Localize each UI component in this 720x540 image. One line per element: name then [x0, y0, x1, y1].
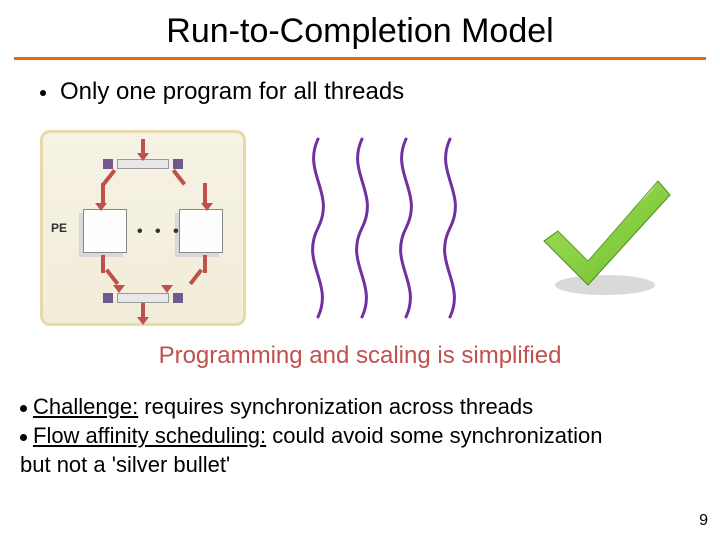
- thread-wave-icon: [401, 139, 412, 317]
- pe-label: PE: [51, 221, 67, 235]
- body-block: Challenge: requires synchronization acro…: [20, 392, 700, 479]
- checkmark-icon: [530, 153, 680, 303]
- pe-bottom-sq-right: [173, 293, 183, 303]
- thread-wave-icon: [357, 139, 368, 317]
- pe-bottom-sq-left: [103, 293, 113, 303]
- arrow-head-icon: [201, 203, 213, 211]
- threads-icon: [278, 133, 498, 323]
- arrow-head-icon: [137, 153, 149, 161]
- main-bullet: Only one program for all threads: [40, 78, 720, 106]
- arrow-head-icon: [161, 285, 173, 293]
- thread-wave-icon: [313, 139, 324, 317]
- body-line-2: Flow affinity scheduling: could avoid so…: [20, 421, 700, 450]
- arrow-line: [105, 269, 119, 286]
- arrow-line: [189, 269, 203, 286]
- pe-diagram: PE • • •: [40, 130, 246, 326]
- challenge-text: requires synchronization across threads: [138, 394, 533, 419]
- arrow-line: [172, 169, 186, 186]
- pe-ellipsis: • • •: [137, 223, 183, 241]
- flow-affinity-text: could avoid some synchronization: [266, 423, 602, 448]
- pe-bottom-bar: [117, 293, 169, 303]
- body-line-1: Challenge: requires synchronization acro…: [20, 392, 700, 421]
- flow-affinity-label: Flow affinity scheduling:: [33, 423, 266, 448]
- arrow-head-icon: [113, 285, 125, 293]
- slide-title: Run-to-Completion Model: [0, 0, 720, 51]
- pe-top-sq-left: [103, 159, 113, 169]
- main-bullet-text: Only one program for all threads: [60, 78, 404, 105]
- body-line-3: but not a 'silver bullet': [20, 450, 700, 479]
- subtitle: Programming and scaling is simplified: [0, 342, 720, 370]
- arrow-line: [101, 183, 105, 205]
- pe-box-right: [179, 209, 223, 253]
- pe-box-left: [83, 209, 127, 253]
- title-underline: [14, 57, 706, 60]
- bullet-dot-icon: [20, 434, 27, 441]
- graphics-row: PE • • •: [0, 106, 720, 336]
- arrow-line: [203, 255, 207, 273]
- bullet-dot-icon: [20, 405, 27, 412]
- arrow-line: [203, 183, 207, 205]
- challenge-label: Challenge:: [33, 394, 138, 419]
- arrow-head-icon: [95, 203, 107, 211]
- pe-top-sq-right: [173, 159, 183, 169]
- page-number: 9: [699, 512, 708, 530]
- arrow-head-icon: [137, 317, 149, 325]
- thread-wave-icon: [445, 139, 456, 317]
- bullet-dot-icon: [40, 90, 46, 96]
